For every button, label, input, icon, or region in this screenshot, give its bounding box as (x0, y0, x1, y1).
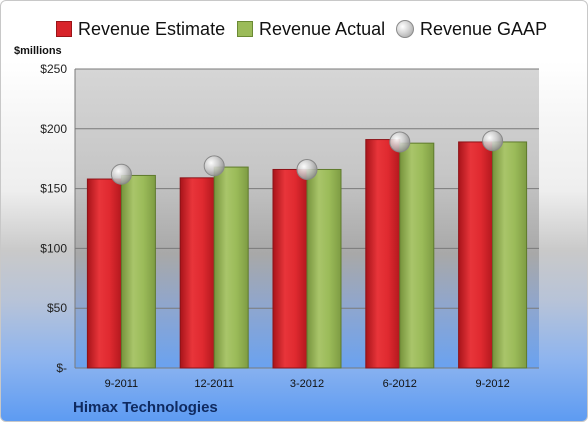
marker-revenue-gaap (296, 158, 318, 180)
y-tick-label: $100 (40, 241, 67, 255)
bar-revenue-estimate (272, 168, 308, 369)
bar-revenue-actual (120, 174, 156, 369)
y-tick-label: $200 (40, 122, 67, 136)
bar-revenue-actual (492, 141, 528, 369)
y-axis-unit-label: $millions (14, 45, 62, 57)
legend-swatch-revenue-actual (237, 21, 253, 37)
legend-label-revenue-gaap: Revenue GAAP (420, 18, 548, 39)
bar-revenue-estimate (365, 139, 401, 369)
legend-label-revenue-actual: Revenue Actual (259, 18, 386, 39)
legend-marker-revenue-gaap (396, 20, 414, 38)
x-tick-label: 9-2011 (105, 378, 138, 390)
y-tick-label: $150 (40, 182, 67, 196)
legend-swatch-revenue-estimate (56, 21, 72, 37)
bar-revenue-actual (399, 142, 435, 369)
bar-revenue-actual (306, 168, 342, 369)
legend-item-revenue-actual: Revenue Actual (237, 17, 385, 41)
company-name: Himax Technologies (73, 399, 218, 416)
y-tick-label: $- (56, 361, 67, 375)
marker-revenue-gaap (110, 163, 132, 185)
marker-revenue-gaap (203, 155, 225, 177)
marker-revenue-gaap (482, 130, 504, 152)
marker-revenue-gaap (389, 131, 411, 153)
legend-item-revenue-estimate: Revenue Estimate (56, 17, 225, 41)
y-tick-label: $250 (40, 62, 67, 76)
x-tick-label: 3-2012 (290, 378, 324, 390)
x-tick-label: 6-2012 (383, 378, 417, 390)
x-tick-label: 9-2012 (475, 378, 509, 390)
bar-revenue-estimate (458, 141, 494, 369)
x-tick-label: 12-2011 (194, 378, 234, 390)
legend-item-revenue-gaap: Revenue GAAP (396, 17, 547, 41)
bar-revenue-estimate (179, 177, 215, 369)
legend: Revenue Estimate Revenue Actual Revenue … (1, 17, 587, 41)
legend-label-revenue-estimate: Revenue Estimate (78, 18, 226, 39)
y-tick-label: $50 (47, 301, 67, 315)
bar-revenue-actual (213, 166, 249, 369)
bar-revenue-estimate (86, 178, 122, 369)
